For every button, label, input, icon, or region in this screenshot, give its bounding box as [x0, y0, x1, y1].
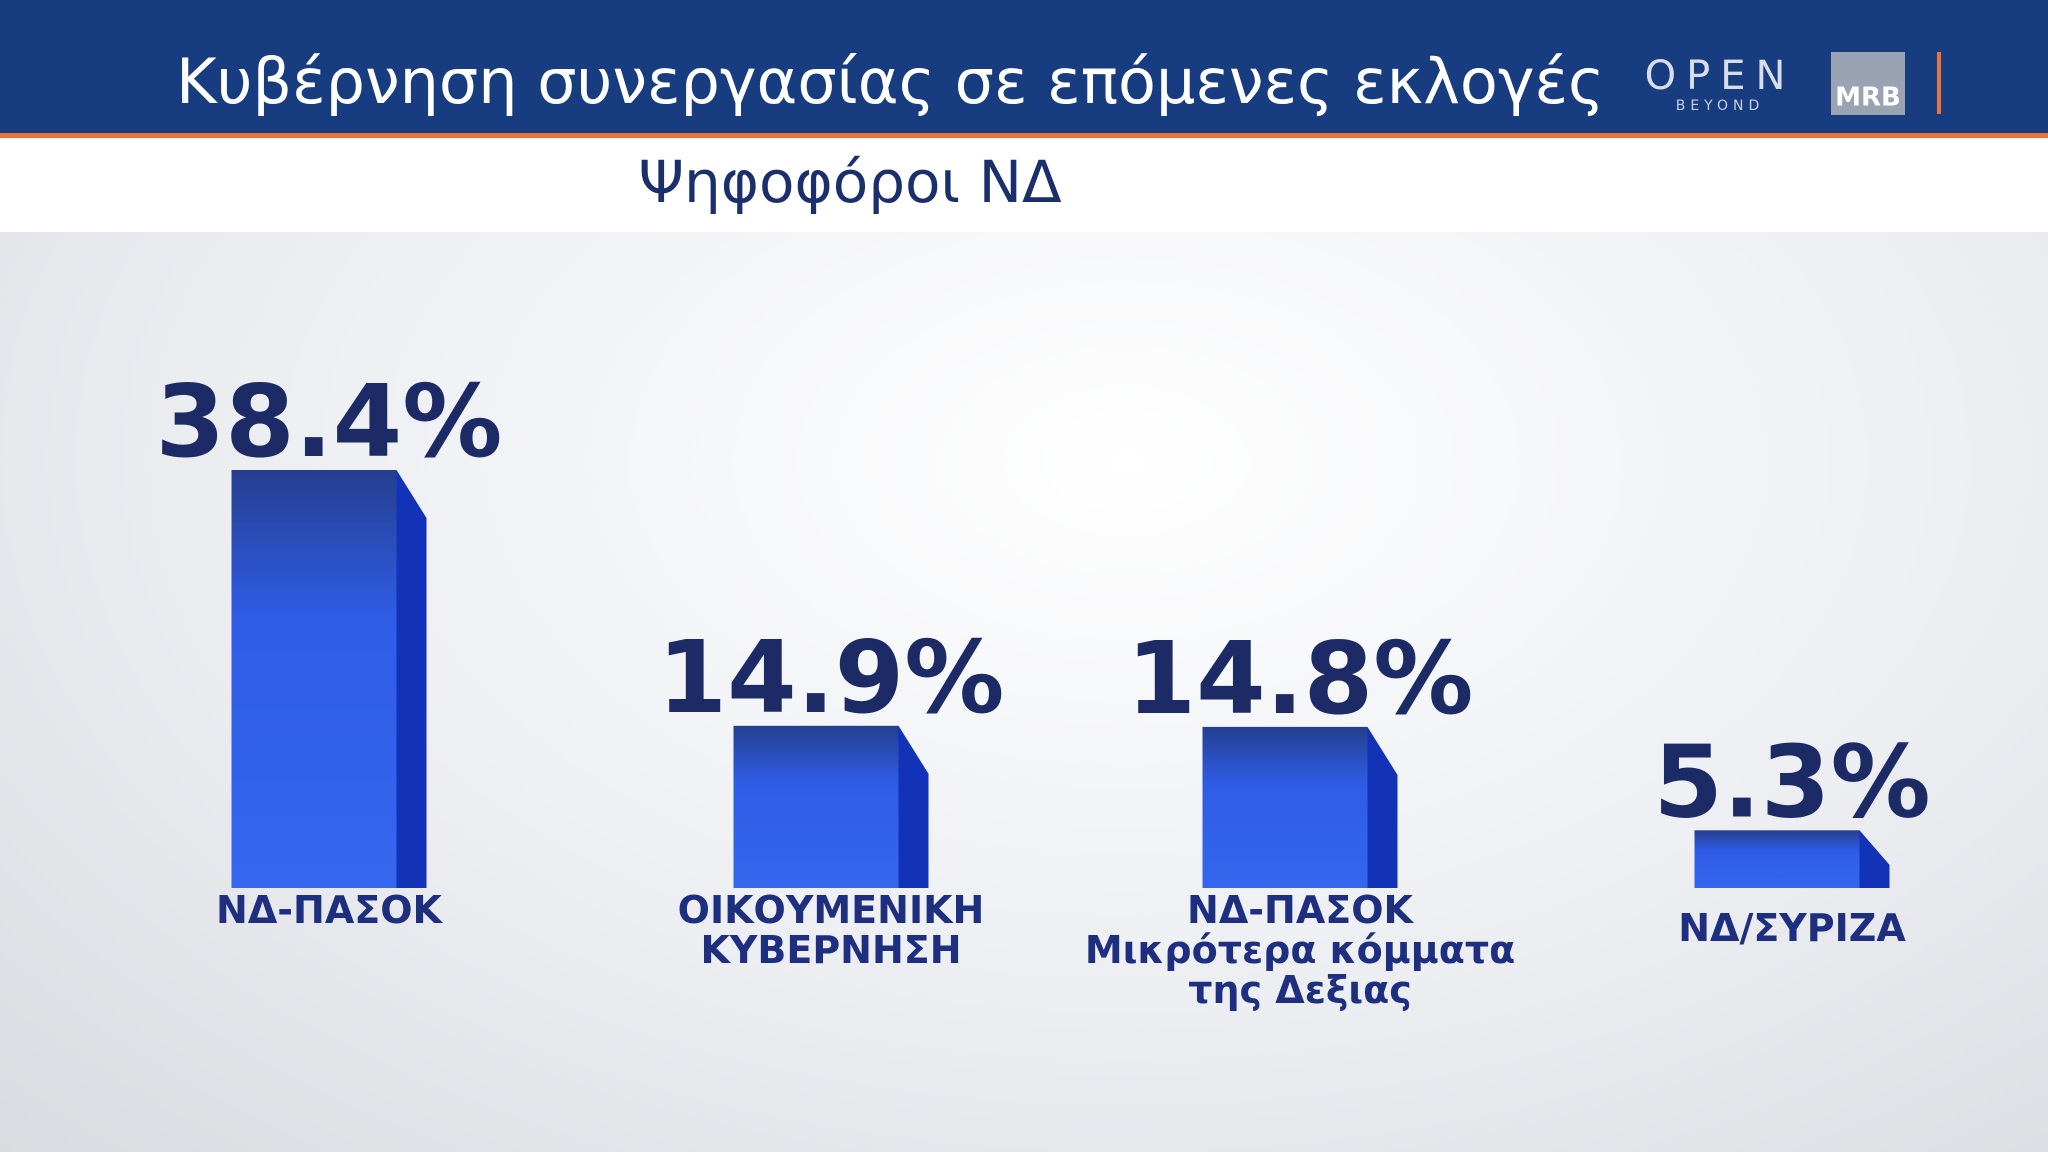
pollster-logo: MRB [1835, 83, 1901, 113]
value-label: 14.9% [658, 619, 1005, 736]
subtitle-strip [0, 138, 2048, 232]
bar [1202, 726, 1368, 888]
header-bar [0, 0, 2048, 135]
bar-side [396, 470, 427, 888]
value-label: 14.8% [1127, 620, 1474, 737]
category-label: ΟΙΚΟΥΜΕΝΙΚΗ ΚΥΒΕΡΝΗΣΗ [677, 888, 985, 972]
pollster-logo-box [1831, 52, 1905, 115]
category-label: ΝΔ/ΣΥΡΙΖΑ [1678, 906, 1906, 950]
bar [231, 470, 397, 888]
bar [733, 725, 899, 888]
bar-side [898, 725, 929, 888]
value-label: 38.4% [156, 363, 503, 480]
channel-logo-sub: BEYOND [1676, 98, 1765, 114]
logo-divider [1937, 52, 1941, 114]
header-stripe [0, 133, 2048, 138]
bar-side [1859, 830, 1890, 888]
category-label: ΝΔ-ΠΑΣΟΚ Μικρότερα κόμματα της Δεξιας [1084, 888, 1516, 1012]
chart-title: Κυβέρνηση συνεργασίας σε επόμενες εκλογέ… [176, 45, 1604, 118]
bar [1694, 830, 1860, 888]
chart-subtitle: Ψηφοφόροι ΝΔ [638, 148, 1062, 216]
channel-logo: OPEN [1645, 53, 1796, 99]
bar-side [1367, 726, 1398, 888]
value-label: 5.3% [1653, 723, 1930, 840]
category-label: ΝΔ-ΠΑΣΟΚ [216, 888, 442, 932]
